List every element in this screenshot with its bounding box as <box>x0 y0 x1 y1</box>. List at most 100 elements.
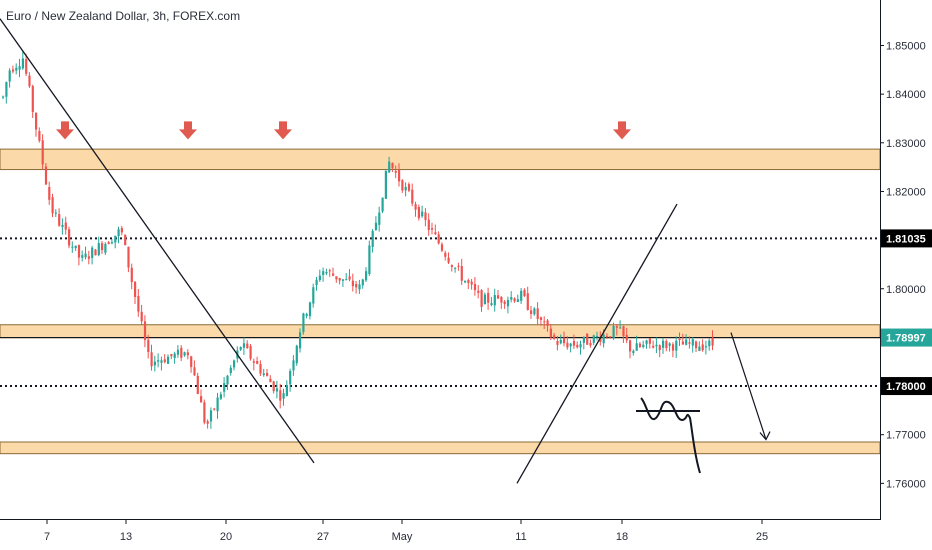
candle-body <box>503 301 506 305</box>
candle-body <box>609 336 612 338</box>
candles-layer <box>2 51 714 429</box>
candle-body <box>341 279 345 281</box>
candle-body <box>510 297 513 300</box>
candle-body <box>41 140 44 165</box>
candle-body <box>612 326 615 339</box>
candle-body <box>681 341 684 345</box>
zone-3 <box>0 441 881 455</box>
drawings-layer <box>0 18 771 484</box>
candle-body <box>348 276 351 280</box>
level-badge-1-label: 1.81035 <box>886 233 926 245</box>
candle-body <box>233 360 236 368</box>
candle-body <box>648 338 651 344</box>
candle-body <box>708 340 711 347</box>
resistance-down-arrow-icon <box>274 121 292 140</box>
candle-body <box>285 385 288 396</box>
candle-body <box>269 378 272 383</box>
candle-body <box>704 346 708 348</box>
candle-body <box>658 345 661 350</box>
candle-body <box>530 310 533 314</box>
candle-body <box>662 340 665 348</box>
level-badge-2-label: 1.78000 <box>886 381 926 393</box>
candle-body <box>516 299 519 303</box>
candle-body <box>490 303 493 306</box>
candle-body <box>506 299 510 307</box>
candle-body <box>328 270 331 272</box>
candle-body <box>104 243 107 253</box>
candle-body <box>2 96 5 98</box>
candle-body <box>493 295 496 306</box>
candle-body <box>444 252 447 257</box>
candle-body <box>54 212 57 214</box>
x-tick-label: 13 <box>120 531 132 543</box>
candle-body <box>292 360 295 371</box>
candle-body <box>668 343 671 346</box>
candle-body <box>374 222 378 231</box>
candle-body <box>553 335 556 339</box>
candle-body <box>114 235 117 243</box>
candle-body <box>91 247 94 258</box>
candle-body <box>345 279 348 281</box>
candle-body <box>596 335 599 337</box>
candle-body <box>190 356 193 368</box>
candle-body <box>206 421 209 424</box>
y-tick-label: 1.85000 <box>886 41 926 53</box>
candle-body <box>338 278 341 281</box>
candle-body <box>427 219 430 231</box>
candle-body <box>140 311 143 322</box>
candle-body <box>262 373 265 376</box>
candle-body <box>160 360 163 363</box>
candle-body <box>675 340 678 351</box>
candle-body <box>170 354 173 357</box>
candle-body <box>81 255 84 258</box>
candle-body <box>434 232 437 235</box>
candle-body <box>401 180 404 191</box>
candle-body <box>44 166 48 185</box>
candle-body <box>18 66 21 70</box>
candle-body <box>229 367 232 374</box>
price-badges: 1.81035 1.78000 1.78997 <box>881 229 932 396</box>
candle-body <box>35 112 38 130</box>
candle-body <box>539 317 543 320</box>
resistance-down-arrow-icon <box>56 121 74 140</box>
candle-body <box>645 340 648 344</box>
candle-body <box>698 346 701 351</box>
candle-body <box>586 333 589 345</box>
candle-body <box>11 69 15 72</box>
candle-body <box>94 249 97 256</box>
candle-body <box>695 341 698 349</box>
candle-body <box>559 339 562 344</box>
candle-body <box>480 290 483 307</box>
candle-body <box>216 397 219 412</box>
level-badge-1-bg <box>881 229 932 248</box>
uptrend-line <box>516 203 678 484</box>
candle-body <box>242 343 246 348</box>
y-tick-label: 1.82000 <box>886 186 926 198</box>
candle-body <box>77 245 81 258</box>
candle-body <box>186 352 189 356</box>
candle-body <box>289 371 292 385</box>
candle-body <box>223 383 226 392</box>
candle-body <box>431 228 434 230</box>
candle-body <box>200 396 203 403</box>
chart-title: Euro / New Zealand Dollar, 3h, FOREX.com <box>6 9 240 23</box>
candle-body <box>137 296 140 312</box>
candle-body <box>110 242 114 244</box>
candle-body <box>308 302 312 317</box>
y-tick-label: 1.80000 <box>886 284 926 296</box>
time-axis[interactable]: 7 13 20 27 May 11 18 25 <box>44 520 768 543</box>
x-tick-label: 20 <box>220 531 232 543</box>
candle-body <box>678 338 681 340</box>
candle-body <box>602 334 605 344</box>
candle-body <box>163 359 166 363</box>
candle-body <box>38 131 41 141</box>
candle-body <box>51 197 54 214</box>
candle-body <box>685 339 688 345</box>
candle-body <box>282 393 285 399</box>
candle-body <box>421 211 424 217</box>
candle-body <box>325 271 328 274</box>
candle-body <box>315 279 318 285</box>
downtrend-line <box>0 18 315 464</box>
candle-body <box>635 343 638 351</box>
